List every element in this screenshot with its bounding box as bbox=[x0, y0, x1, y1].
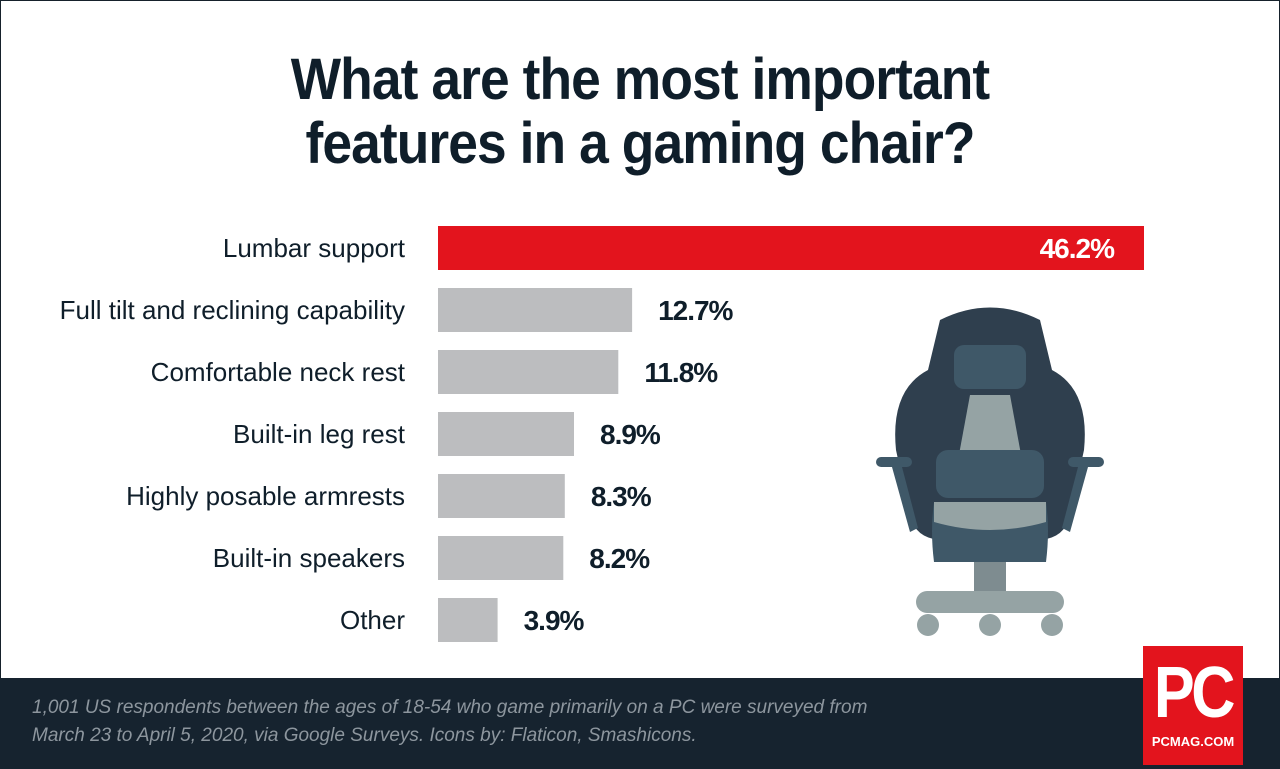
value-label-5: 8.2% bbox=[589, 543, 650, 574]
pcmag-logo: PC PCMAG.COM bbox=[1143, 646, 1243, 765]
source-note: 1,001 US respondents between the ages of… bbox=[32, 694, 892, 750]
bar-1 bbox=[438, 288, 633, 332]
value-label-0: 46.2% bbox=[1040, 233, 1115, 264]
bar-chart: Lumbar support 46.2% Full tilt and reclini… bbox=[60, 226, 1144, 642]
gaming-chair-icon bbox=[876, 307, 1104, 636]
category-label-1: Full tilt and reclining capability bbox=[60, 295, 405, 325]
chart-title: What are the most important features in … bbox=[51, 48, 1229, 176]
value-label-4: 8.3% bbox=[591, 481, 652, 512]
value-label-6: 3.9% bbox=[524, 605, 585, 636]
title-line-1: What are the most important bbox=[290, 47, 990, 112]
value-label-1: 12.7% bbox=[658, 295, 733, 326]
value-label-3: 8.9% bbox=[600, 419, 661, 450]
logo-site: PCMAG.COM bbox=[1151, 734, 1235, 749]
category-label-6: Other bbox=[340, 605, 405, 635]
bar-6 bbox=[438, 598, 498, 642]
value-label-2: 11.8% bbox=[644, 357, 718, 388]
category-label-5: Built-in speakers bbox=[213, 543, 405, 573]
source-note-line-2: March 23 to April 5, 2020, via Google Su… bbox=[32, 725, 697, 746]
category-label-2: Comfortable neck rest bbox=[151, 357, 406, 387]
category-label-3: Built-in leg rest bbox=[233, 419, 406, 449]
bar-5 bbox=[438, 536, 564, 580]
source-note-line-1: 1,001 US respondents between the ages of… bbox=[32, 697, 868, 718]
bar-3 bbox=[438, 412, 574, 456]
title-line-2: features in a gaming chair? bbox=[305, 111, 975, 176]
bar-2 bbox=[438, 350, 619, 394]
logo-mark: PC bbox=[1153, 653, 1236, 733]
bar-0 bbox=[438, 226, 1144, 270]
footer-bar: 1,001 US respondents between the ages of… bbox=[0, 678, 1280, 769]
bar-4 bbox=[438, 474, 565, 518]
category-label-4: Highly posable armrests bbox=[126, 481, 405, 511]
category-label-0: Lumbar support bbox=[223, 233, 406, 263]
